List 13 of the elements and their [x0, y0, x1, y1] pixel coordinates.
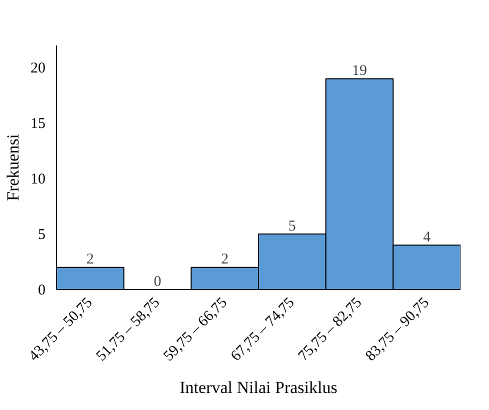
- y-tick-label: 5: [38, 227, 46, 244]
- data-label: 0: [154, 274, 162, 290]
- data-label: 2: [86, 252, 94, 268]
- y-tick-label: 15: [30, 116, 46, 132]
- y-tick-label: 20: [30, 60, 46, 77]
- y-tick-label: 0: [38, 282, 46, 298]
- data-label: 4: [423, 229, 432, 246]
- data-label: 19: [352, 63, 367, 80]
- x-axis-title: Interval Nilai Prasiklus: [180, 378, 338, 398]
- y-tick-label: 10: [30, 172, 46, 188]
- data-label: 5: [288, 218, 296, 234]
- y-axis-title: Frekuensi: [4, 134, 22, 202]
- data-label: 2: [221, 252, 229, 268]
